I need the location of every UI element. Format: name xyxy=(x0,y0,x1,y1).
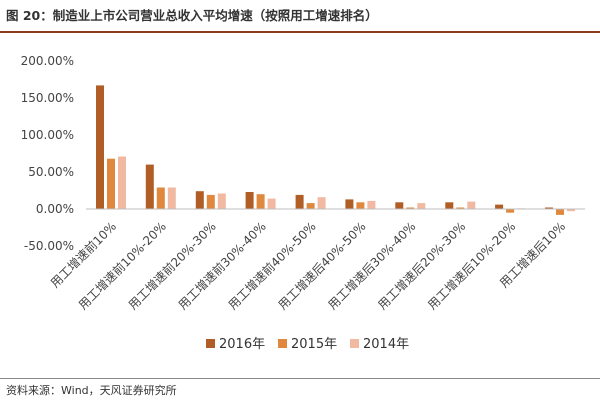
bar xyxy=(395,202,404,209)
category-label: 用工增速前10%-20% xyxy=(75,219,169,313)
bar xyxy=(118,156,126,209)
bar xyxy=(495,204,504,209)
bar xyxy=(467,201,476,209)
bar xyxy=(306,203,315,209)
bar xyxy=(545,207,553,209)
category-label: 用工增速后20%-30% xyxy=(375,219,468,312)
legend-label: 2015年 xyxy=(291,337,337,352)
bar xyxy=(156,187,165,209)
source-note: 资料来源：Wind，天风证券研究所 xyxy=(6,384,177,397)
legend-label: 2014年 xyxy=(363,337,409,352)
legend: 2016年 2015年 2014年 xyxy=(206,337,409,352)
bar xyxy=(456,207,465,209)
figure-title: 图 20：制造业上市公司营业总收入平均增速（按照用工增速排名） xyxy=(6,8,378,23)
title-rule xyxy=(0,31,600,33)
bar xyxy=(556,209,564,215)
legend-label: 2016年 xyxy=(219,337,265,352)
bar xyxy=(145,164,154,209)
y-tick-label: 0.00% xyxy=(36,202,74,216)
bars xyxy=(96,85,575,215)
category-label: 用工增速前20%-30% xyxy=(125,219,219,313)
x-axis: 用工增速前10%用工增速前10%-20%用工增速前20%-30%用工增速前30%… xyxy=(47,208,585,313)
y-axis: -50.00% 0.00% 50.00% 100.00% 150.00% 200.00% xyxy=(21,54,74,253)
bar xyxy=(317,197,326,209)
bar xyxy=(96,85,104,209)
bar xyxy=(356,202,365,209)
bar xyxy=(195,191,204,209)
y-tick-label: 50.00% xyxy=(28,165,74,179)
y-tick-label: 100.00% xyxy=(21,128,74,142)
bar xyxy=(567,209,575,212)
revenue-growth-chart: -50.00%0.00%50.00%100.00%150.00%200.00% … xyxy=(21,54,585,352)
bar xyxy=(417,203,426,209)
category-label: 用工增速后30%-40% xyxy=(325,219,418,312)
legend-swatch xyxy=(206,339,215,348)
bar xyxy=(295,194,304,209)
bar xyxy=(445,202,454,209)
y-tick-label: 200.00% xyxy=(21,54,74,68)
y-tick-label: -50.00% xyxy=(24,239,74,253)
category-label: 用工增速后10%-20% xyxy=(425,219,518,312)
bar xyxy=(256,194,265,209)
source-rule xyxy=(0,378,600,379)
bar xyxy=(345,199,354,209)
legend-swatch xyxy=(350,339,359,348)
bar xyxy=(206,194,215,209)
category-label: 用工增速前40%-50% xyxy=(225,219,319,313)
bar xyxy=(167,187,176,209)
bar xyxy=(217,193,226,209)
bar xyxy=(245,192,254,209)
bar xyxy=(267,198,276,209)
bar xyxy=(107,158,115,209)
bar xyxy=(506,209,515,213)
category-label: 用工增速后40%-50% xyxy=(275,219,368,312)
category-label: 用工增速前30%-40% xyxy=(175,219,269,313)
y-tick-label: 150.00% xyxy=(21,91,74,105)
legend-swatch xyxy=(278,339,287,348)
bar xyxy=(406,207,415,209)
bar xyxy=(367,200,376,209)
